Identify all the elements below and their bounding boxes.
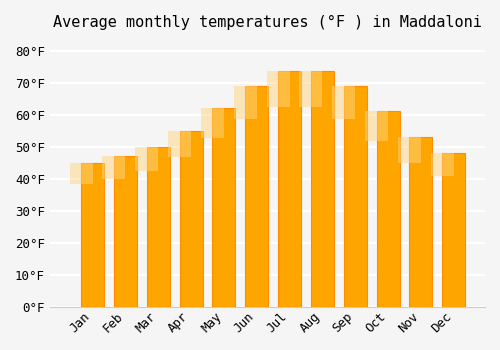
Bar bbox=[212, 108, 236, 307]
Bar bbox=[180, 131, 203, 307]
Bar bbox=[278, 71, 301, 307]
Bar bbox=[410, 137, 432, 307]
Bar bbox=[168, 131, 191, 157]
Bar bbox=[234, 86, 257, 119]
Title: Average monthly temperatures (°F ) in Maddaloni: Average monthly temperatures (°F ) in Ma… bbox=[53, 15, 482, 30]
Bar bbox=[246, 86, 268, 307]
Bar bbox=[365, 111, 388, 141]
Bar bbox=[376, 111, 400, 307]
Bar bbox=[201, 108, 224, 138]
Bar bbox=[81, 163, 104, 307]
Bar bbox=[102, 156, 126, 179]
Bar bbox=[344, 86, 366, 307]
Bar bbox=[136, 147, 158, 171]
Bar bbox=[114, 156, 137, 307]
Bar bbox=[70, 163, 92, 184]
Bar bbox=[442, 153, 465, 307]
Bar bbox=[311, 71, 334, 307]
Bar bbox=[266, 71, 289, 107]
Bar bbox=[147, 147, 170, 307]
Bar bbox=[332, 86, 355, 119]
Bar bbox=[431, 153, 454, 176]
Bar bbox=[300, 71, 322, 107]
Bar bbox=[398, 137, 421, 163]
